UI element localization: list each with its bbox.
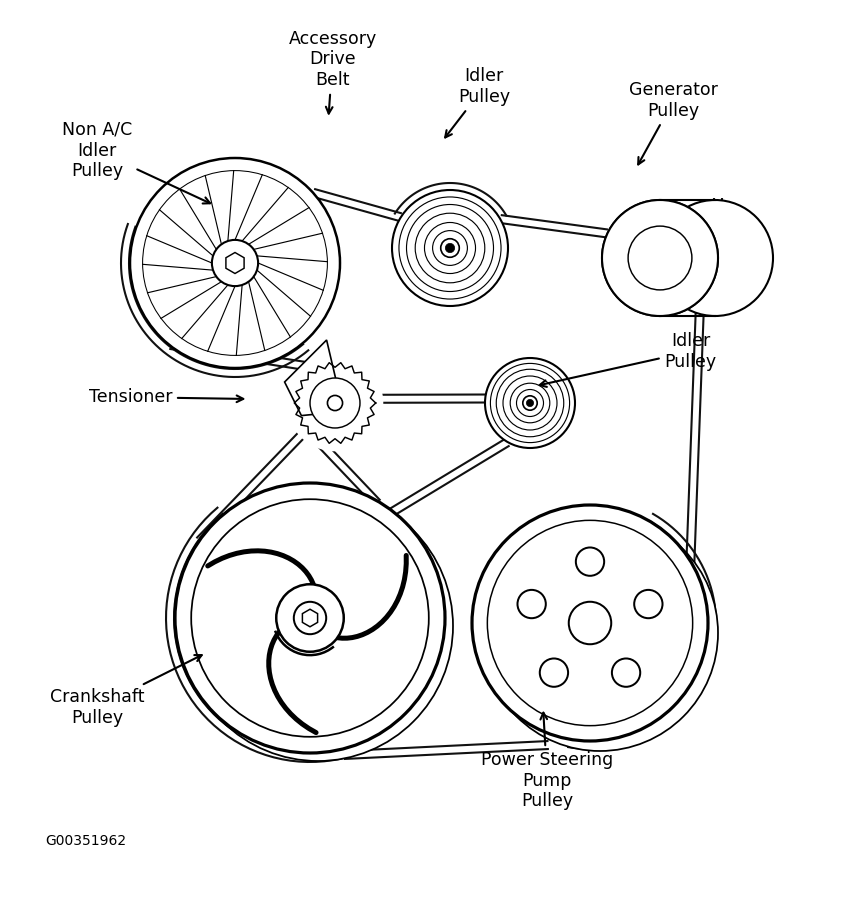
- Circle shape: [576, 548, 605, 576]
- Circle shape: [602, 200, 718, 316]
- Text: Generator
Pulley: Generator Pulley: [629, 81, 718, 164]
- Text: Power Steering
Pump
Pulley: Power Steering Pump Pulley: [481, 713, 614, 811]
- Circle shape: [526, 399, 534, 406]
- Text: Crankshaft
Pulley: Crankshaft Pulley: [50, 656, 202, 727]
- Circle shape: [612, 658, 640, 687]
- Circle shape: [212, 240, 258, 286]
- Circle shape: [568, 602, 611, 645]
- Polygon shape: [302, 609, 317, 627]
- Circle shape: [482, 515, 718, 751]
- Polygon shape: [226, 253, 244, 274]
- Text: G00351962: G00351962: [45, 834, 126, 848]
- Circle shape: [294, 602, 326, 635]
- Circle shape: [183, 491, 453, 761]
- Circle shape: [472, 505, 708, 741]
- Circle shape: [485, 358, 575, 448]
- Circle shape: [440, 238, 459, 257]
- Text: Non A/C
Idler
Pulley: Non A/C Idler Pulley: [61, 121, 210, 204]
- Circle shape: [392, 190, 508, 306]
- Text: Accessory
Drive
Belt: Accessory Drive Belt: [289, 29, 376, 113]
- Circle shape: [310, 378, 360, 428]
- Circle shape: [634, 590, 663, 618]
- Text: Idler
Pulley: Idler Pulley: [540, 332, 717, 387]
- Circle shape: [286, 354, 383, 451]
- Circle shape: [445, 244, 455, 253]
- Circle shape: [175, 483, 445, 753]
- Circle shape: [130, 158, 340, 368]
- Circle shape: [518, 590, 546, 618]
- Circle shape: [657, 200, 773, 316]
- Circle shape: [602, 200, 718, 316]
- Circle shape: [328, 395, 343, 411]
- Text: Idler
Pulley: Idler Pulley: [445, 68, 510, 138]
- Polygon shape: [285, 340, 344, 415]
- Text: Tensioner: Tensioner: [88, 388, 243, 406]
- Circle shape: [540, 658, 568, 687]
- Circle shape: [523, 396, 537, 410]
- Circle shape: [276, 584, 344, 652]
